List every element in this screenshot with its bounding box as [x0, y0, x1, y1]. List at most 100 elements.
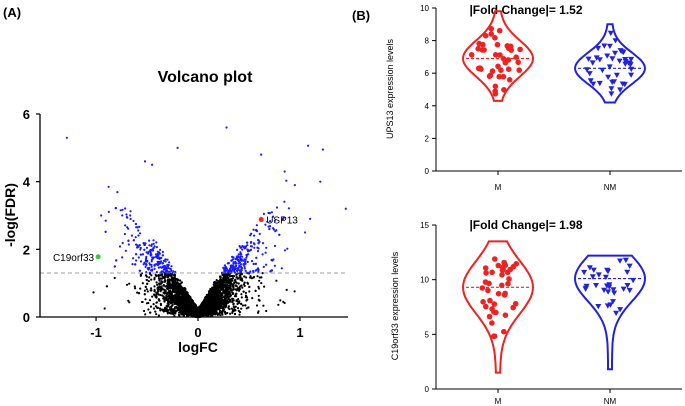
volcano-point: [156, 306, 159, 309]
violin-point-nm: [628, 72, 635, 78]
volcano-point: [169, 286, 173, 289]
volcano-point: [252, 269, 255, 273]
volcano-point: [193, 305, 196, 308]
violin-point-m: [510, 304, 516, 311]
volcano-point: [150, 274, 153, 277]
volcano-point: [219, 280, 223, 283]
volcano-point: [164, 258, 167, 261]
violin-point-m: [479, 285, 486, 291]
volcano-point: [219, 295, 222, 298]
volcano-point: [242, 263, 245, 266]
volcano-point: [208, 311, 211, 314]
violin-point-m: [492, 83, 499, 90]
volcano-point: [218, 311, 221, 315]
violin-point-nm: [595, 304, 602, 310]
volcano-point: [153, 245, 156, 248]
violin-point-nm: [586, 71, 593, 77]
volcano-point: [142, 263, 145, 266]
volcano-point: [269, 220, 272, 223]
volcano-point: [225, 268, 228, 271]
volcano-point: [227, 305, 230, 308]
violin-point-nm: [586, 265, 593, 271]
volcano-point: [211, 310, 214, 313]
violin-point-nm: [617, 258, 623, 264]
volcano-point: [229, 267, 232, 270]
volcano-point: [249, 270, 252, 273]
volcano-point: [239, 285, 242, 288]
volcano-point: [227, 276, 230, 279]
volcano-point: [261, 272, 264, 275]
volcano-point: [241, 279, 244, 282]
volcano-point: [174, 286, 177, 289]
volcano-point: [152, 303, 155, 306]
volcano-point: [125, 283, 129, 286]
volcano-point: [183, 301, 186, 304]
volcano-point: [223, 289, 226, 292]
volcano-point: [180, 299, 183, 302]
volcano-point: [203, 304, 206, 307]
volcano-point: [151, 249, 155, 252]
volcano-point: [220, 288, 223, 291]
volcano-point: [240, 258, 243, 261]
volcano-point: [166, 282, 169, 285]
violin-point-m: [491, 301, 498, 307]
volcano-point: [279, 299, 282, 302]
volcano-point: [161, 254, 164, 257]
violin-point-nm: [583, 285, 589, 291]
volcano-point: [213, 289, 216, 292]
volcano-point: [155, 256, 158, 259]
volcano-point: [150, 263, 153, 267]
volcano-point: [136, 291, 139, 294]
volcano-point: [283, 170, 286, 173]
volcano-point: [184, 311, 187, 314]
volcano-point: [121, 208, 124, 211]
volcano-point: [237, 282, 240, 285]
volcano-point: [233, 270, 236, 273]
volcano-point: [115, 259, 118, 262]
volcano-point: [183, 287, 186, 290]
volcano-point: [154, 310, 157, 313]
volcano-point: [174, 300, 177, 303]
volcano-point: [205, 307, 208, 310]
volcano-point: [256, 250, 260, 253]
violin-point-m: [496, 73, 503, 80]
violin-point-m: [500, 266, 506, 272]
volcano-point: [228, 298, 231, 301]
volcano-point: [171, 309, 174, 313]
volcano-point: [247, 306, 250, 309]
volcano-point: [65, 136, 68, 139]
volcano-point: [180, 307, 183, 310]
violin-y-tick-label: 0: [425, 167, 430, 176]
volcano-point: [141, 253, 144, 256]
volcano-point: [139, 273, 142, 276]
volcano-point: [213, 287, 216, 290]
volcano-point: [141, 300, 144, 304]
volcano-point: [147, 280, 150, 283]
violin-point-m: [501, 259, 507, 266]
volcano-point: [149, 272, 152, 275]
volcano-plot: Volcano plot 0 2 4 6 -1 0 1 logFC -log(FDR) US…: [2, 69, 348, 355]
volcano-point: [158, 252, 161, 255]
violin-point-m: [501, 87, 507, 93]
volcano-point: [177, 283, 180, 286]
volcano-point: [233, 306, 236, 309]
volcano-point: [159, 309, 162, 312]
volcano-point: [229, 270, 232, 274]
volcano-point: [221, 273, 224, 277]
violin-point-nm: [605, 289, 612, 295]
volcano-point: [258, 232, 261, 235]
volcano-point: [203, 308, 206, 311]
volcano-point: [144, 313, 147, 316]
volcano-point: [262, 304, 265, 307]
volcano-point: [226, 274, 229, 277]
volcano-point: [260, 153, 263, 156]
violin-point-nm: [585, 56, 592, 62]
volcano-point: [201, 309, 204, 312]
volcano-point: [264, 223, 267, 226]
volcano-point: [237, 277, 240, 280]
volcano-point: [132, 219, 135, 223]
volcano-point: [179, 282, 182, 285]
volcano-point: [234, 261, 237, 264]
volcano-point: [232, 256, 235, 259]
volcano-point: [319, 180, 322, 183]
